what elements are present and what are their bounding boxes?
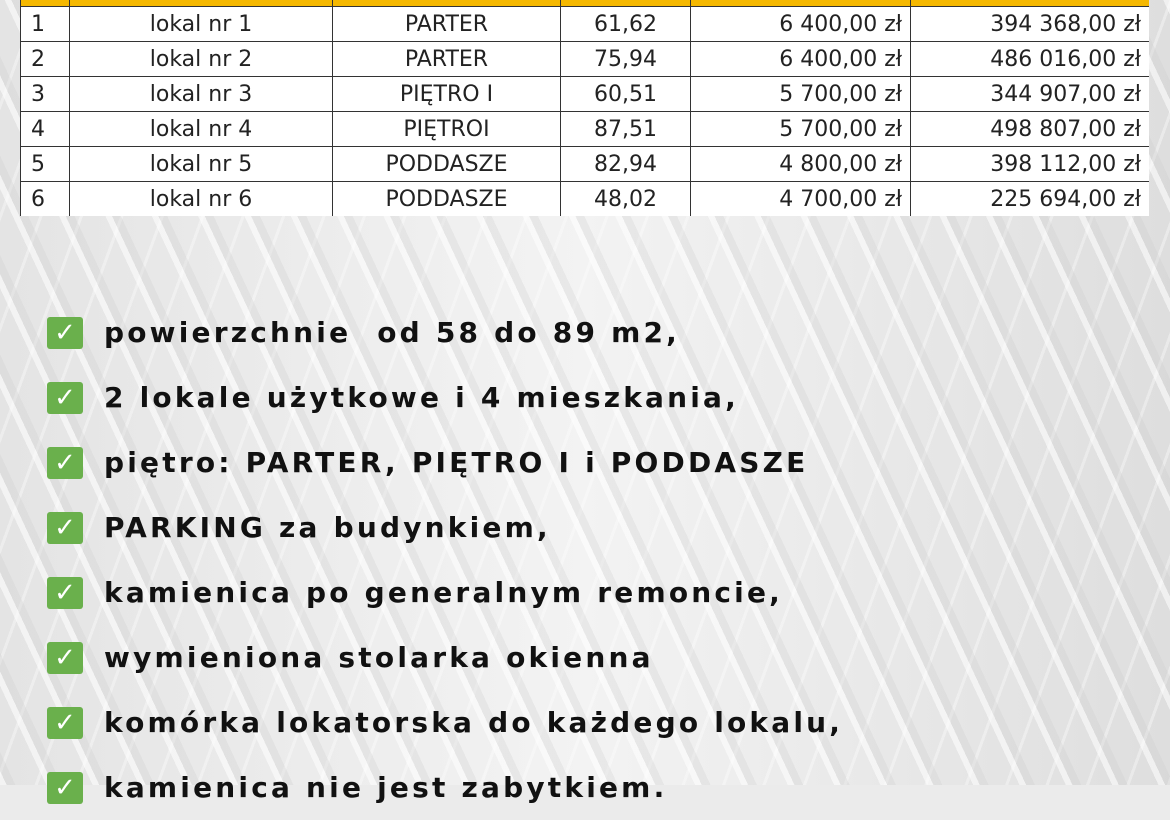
features-list: ✓ powierzchnie od 58 do 89 m2, ✓ 2 lokale u… [47, 300, 843, 820]
units-price-table: 1 lokal nr 1 PARTER 61,62 6 400,00 zł 394 368… [20, 0, 1149, 216]
cell-price-per-m2: 6 400,00 zł [690, 6, 911, 42]
cell-total-price: 486 016,00 zł [910, 41, 1149, 77]
feature-item: ✓ kamienica nie jest zabytkiem. [47, 755, 843, 820]
check-mark-icon: ✓ [47, 446, 83, 479]
cell-unit-number: 6 [20, 181, 70, 216]
cell-total-price: 394 368,00 zł [910, 6, 1149, 42]
cell-floor: PARTER [332, 6, 561, 42]
feature-item: ✓ PARKING za budynkiem, [47, 495, 843, 560]
feature-text: PARKING za budynkiem, [104, 511, 551, 544]
table-row: 2 lokal nr 2 PARTER 75,94 6 400,00 zł 486 016… [20, 41, 1149, 77]
feature-text: komórka lokatorska do każdego lokalu, [104, 706, 844, 739]
check-mark-icon: ✓ [47, 511, 83, 544]
cell-unit-name: lokal nr 4 [69, 111, 333, 147]
check-mark-icon: ✓ [47, 576, 83, 609]
cell-area: 48,02 [560, 181, 691, 216]
cell-price-per-m2: 5 700,00 zł [690, 111, 911, 147]
cell-total-price: 498 807,00 zł [910, 111, 1149, 147]
cell-total-price: 344 907,00 zł [910, 76, 1149, 112]
table-row: 5 lokal nr 5 PODDASZE 82,94 4 800,00 zł 398 1… [20, 146, 1149, 182]
cell-unit-name: lokal nr 2 [69, 41, 333, 77]
feature-item: ✓ wymieniona stolarka okienna [47, 625, 843, 690]
table-row: 6 lokal nr 6 PODDASZE 48,02 4 700,00 zł 225 6… [20, 181, 1149, 216]
feature-text: wymieniona stolarka okienna [104, 641, 654, 674]
feature-text: kamienica nie jest zabytkiem. [104, 771, 668, 804]
cell-unit-number: 4 [20, 111, 70, 147]
cell-floor: PODDASZE [332, 146, 561, 182]
table-row: 3 lokal nr 3 PIĘTRO I 60,51 5 700,00 zł 344 9… [20, 76, 1149, 112]
check-mark-icon: ✓ [47, 771, 83, 804]
cell-unit-name: lokal nr 5 [69, 146, 333, 182]
cell-price-per-m2: 5 700,00 zł [690, 76, 911, 112]
feature-item: ✓ powierzchnie od 58 do 89 m2, [47, 300, 843, 365]
cell-area: 60,51 [560, 76, 691, 112]
cell-area: 82,94 [560, 146, 691, 182]
feature-text: powierzchnie od 58 do 89 m2, [104, 316, 680, 349]
feature-text: kamienica po generalnym remoncie, [104, 576, 784, 609]
cell-unit-number: 5 [20, 146, 70, 182]
table-row: 4 lokal nr 4 PIĘTROI 87,51 5 700,00 zł 498 80… [20, 111, 1149, 147]
feature-item: ✓ kamienica po generalnym remoncie, [47, 560, 843, 625]
cell-unit-number: 2 [20, 41, 70, 77]
cell-floor: PODDASZE [332, 181, 561, 216]
check-mark-icon: ✓ [47, 641, 83, 674]
cell-price-per-m2: 4 800,00 zł [690, 146, 911, 182]
cell-unit-number: 3 [20, 76, 70, 112]
cell-floor: PIĘTROI [332, 111, 561, 147]
cell-unit-name: lokal nr 6 [69, 181, 333, 216]
check-mark-icon: ✓ [47, 381, 83, 414]
feature-text: 2 lokale użytkowe i 4 mieszkania, [104, 381, 739, 414]
cell-price-per-m2: 4 700,00 zł [690, 181, 911, 216]
check-mark-icon: ✓ [47, 316, 83, 349]
cell-floor: PIĘTRO I [332, 76, 561, 112]
cell-price-per-m2: 6 400,00 zł [690, 41, 911, 77]
table-row: 1 lokal nr 1 PARTER 61,62 6 400,00 zł 394 368… [20, 6, 1149, 42]
cell-floor: PARTER [332, 41, 561, 77]
cell-total-price: 225 694,00 zł [910, 181, 1149, 216]
cell-unit-number: 1 [20, 6, 70, 42]
feature-item: ✓ 2 lokale użytkowe i 4 mieszkania, [47, 365, 843, 430]
cell-unit-name: lokal nr 3 [69, 76, 333, 112]
cell-total-price: 398 112,00 zł [910, 146, 1149, 182]
cell-area: 87,51 [560, 111, 691, 147]
cell-unit-name: lokal nr 1 [69, 6, 333, 42]
feature-item: ✓ piętro: PARTER, PIĘTRO I i PODDASZE [47, 430, 843, 495]
feature-item: ✓ komórka lokatorska do każdego lokalu, [47, 690, 843, 755]
cell-area: 75,94 [560, 41, 691, 77]
feature-text: piętro: PARTER, PIĘTRO I i PODDASZE [104, 446, 809, 479]
check-mark-icon: ✓ [47, 706, 83, 739]
cell-area: 61,62 [560, 6, 691, 42]
